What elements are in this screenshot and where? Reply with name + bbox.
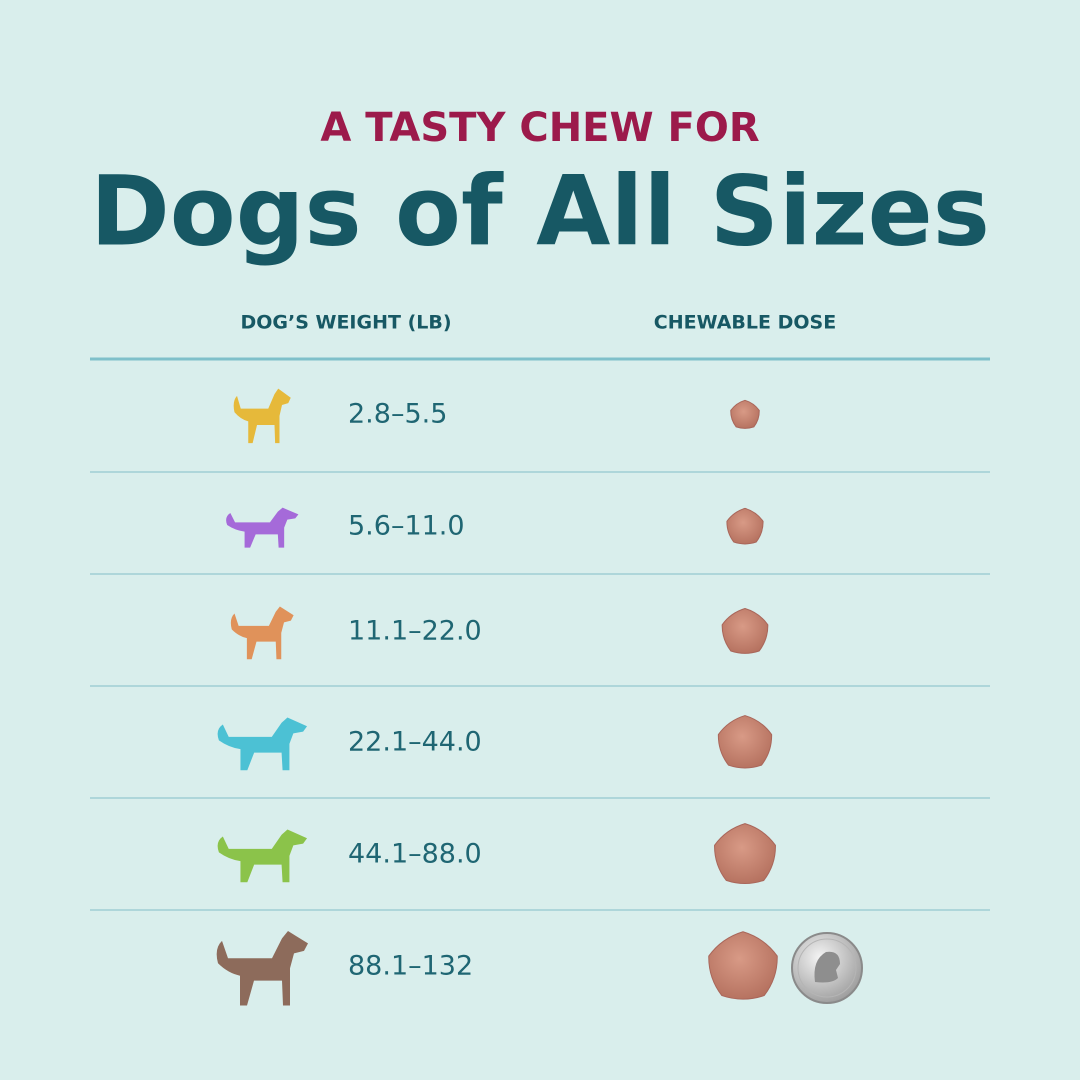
dog-icon: [230, 606, 294, 660]
column-header: CHEWABLE DOSE: [654, 312, 836, 334]
chew: [717, 715, 773, 769]
dog-icon: [226, 507, 299, 548]
dog-icon: [216, 930, 308, 1006]
chew: [721, 607, 769, 654]
chew: [730, 399, 760, 429]
chew: [726, 507, 764, 545]
title: Dogs of All Sizes: [90, 155, 990, 267]
quarter-coin-portrait: [814, 951, 840, 983]
chew: [708, 931, 778, 1000]
column-header: DOG’S WEIGHT (LB): [240, 312, 451, 334]
kicker: A TASTY CHEW FOR: [320, 105, 759, 151]
weight-range: 11.1–22.0: [348, 616, 482, 647]
dog-icon: [233, 388, 291, 444]
weight-range: 22.1–44.0: [348, 727, 482, 758]
dog-icon: [217, 829, 308, 883]
weight-range: 2.8–5.5: [348, 399, 447, 430]
weight-range: 44.1–88.0: [348, 839, 482, 870]
chew: [714, 823, 776, 885]
weight-range: 5.6–11.0: [348, 511, 465, 542]
dog-icon: [217, 717, 308, 771]
quarter-coin-rim: [797, 938, 857, 998]
weight-range: 88.1–132: [348, 951, 473, 982]
